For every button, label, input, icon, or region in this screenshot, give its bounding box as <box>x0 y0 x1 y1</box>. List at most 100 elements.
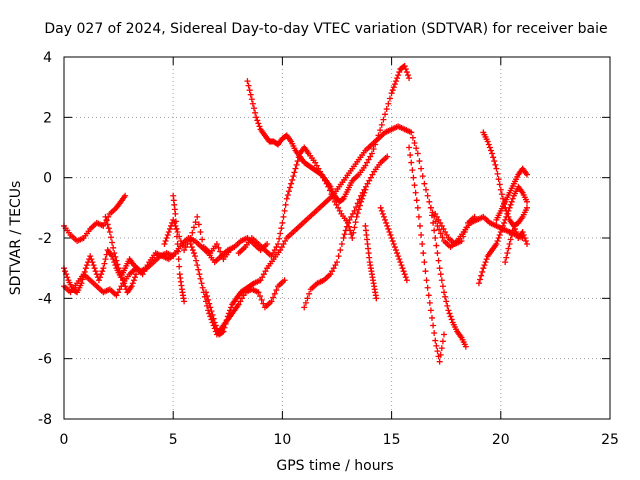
x-tick-label: 5 <box>169 432 178 448</box>
data-point-fill <box>166 225 173 232</box>
data-point-fill <box>373 136 380 143</box>
x-tick-labels: 0 5 10 15 20 25 <box>60 432 619 448</box>
data-point-fill <box>350 229 357 236</box>
data-point-fill <box>436 226 443 233</box>
data-point-fill <box>332 262 339 269</box>
data-point-fill <box>117 271 124 278</box>
data-point-fill <box>461 228 468 235</box>
data-point-fill <box>378 207 385 214</box>
data-point <box>202 289 209 296</box>
data-point <box>205 307 212 314</box>
data-point <box>382 216 389 223</box>
data-point-fill <box>388 235 395 241</box>
data-point <box>283 195 290 202</box>
data-point-fill <box>419 173 426 180</box>
data-point-fill <box>460 233 467 240</box>
data-point-fill <box>433 213 440 220</box>
data-point-fill <box>212 322 219 329</box>
data-point <box>122 192 129 199</box>
data-point-fill <box>501 219 508 226</box>
data-point-fill <box>437 230 444 237</box>
data-point-fill <box>188 244 195 251</box>
data-point-fill <box>421 259 428 266</box>
grid-lines <box>64 57 610 419</box>
data-point <box>113 292 120 299</box>
data-point-fill <box>195 266 202 273</box>
data-point <box>353 213 360 220</box>
data-point <box>399 265 406 272</box>
data-point-fill <box>361 189 368 196</box>
data-point <box>172 210 179 217</box>
data-point-fill <box>276 235 283 242</box>
data-point-fill <box>218 252 225 259</box>
data-point-fill <box>359 195 366 202</box>
data-point <box>484 138 491 145</box>
data-point-fill <box>360 192 367 199</box>
data-point <box>362 162 369 169</box>
data-point <box>277 247 284 254</box>
data-point-fill <box>62 268 69 275</box>
data-point-fill <box>197 228 204 235</box>
data-point-fill <box>364 159 371 166</box>
data-point <box>524 204 531 211</box>
data-point-fill <box>313 162 320 169</box>
data-point <box>106 228 113 235</box>
data-point-fill <box>175 248 182 255</box>
series-track-16 <box>432 210 478 248</box>
series-track-4 <box>102 213 140 296</box>
data-point <box>102 213 109 220</box>
data-point-fill <box>116 286 123 293</box>
series-track-17 <box>475 183 531 287</box>
data-point-fill <box>280 213 287 220</box>
data-point-fill <box>442 293 449 300</box>
data-point-fill <box>498 225 505 232</box>
data-point <box>445 307 452 314</box>
data-point-fill <box>277 230 284 237</box>
data-point-fill <box>507 201 514 208</box>
data-point-fill <box>492 161 499 168</box>
data-point-fill <box>172 218 179 225</box>
data-point-fill <box>107 234 114 241</box>
data-point <box>268 298 275 305</box>
data-point-fill <box>383 106 390 113</box>
data-point <box>419 241 426 248</box>
y-tick-label: 2 <box>43 110 52 126</box>
data-point <box>268 253 275 260</box>
data-point <box>384 153 391 160</box>
data-point-fill <box>433 242 440 249</box>
data-point-fill <box>372 141 379 148</box>
data-point-fill <box>335 253 342 260</box>
series-track-18 <box>480 129 531 229</box>
data-point <box>226 247 233 254</box>
data-point <box>207 304 214 311</box>
data-point-fill <box>260 300 267 307</box>
data-point-fill <box>323 180 330 187</box>
data-point-fill <box>370 146 377 153</box>
data-point <box>388 90 395 97</box>
data-point-fill <box>437 271 444 278</box>
data-point-fill <box>259 274 266 281</box>
data-point-fill <box>411 139 418 146</box>
data-point-fill <box>413 145 420 152</box>
data-point-fill <box>104 221 111 228</box>
data-point-fill <box>438 345 445 352</box>
data-point-fill <box>219 329 226 336</box>
data-point-fill <box>335 204 342 211</box>
data-point-fill <box>385 225 392 232</box>
y-tick-label: 4 <box>43 50 52 66</box>
data-point-fill <box>270 250 277 257</box>
data-point <box>406 75 413 82</box>
data-point-fill <box>400 268 407 275</box>
data-point <box>351 207 358 214</box>
data-point-fill <box>490 154 497 161</box>
data-point-fill <box>90 262 97 269</box>
data-point-fill <box>486 144 493 151</box>
data-point-fill <box>443 298 450 305</box>
data-point-fill <box>367 153 374 160</box>
x-axis-label: GPS time / hours <box>276 458 393 474</box>
data-point-fill <box>141 268 148 275</box>
x-tick-label: 10 <box>273 432 291 448</box>
data-point <box>119 277 126 284</box>
series-track-11 <box>301 186 369 311</box>
data-point-fill <box>377 127 384 134</box>
